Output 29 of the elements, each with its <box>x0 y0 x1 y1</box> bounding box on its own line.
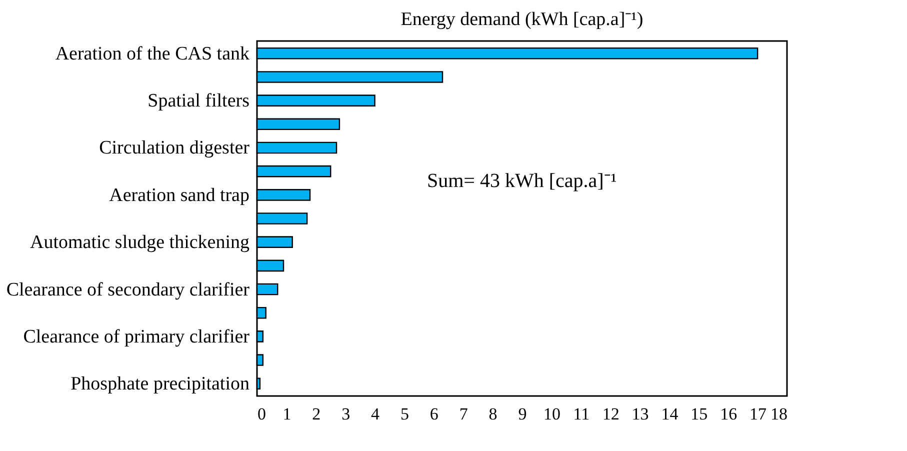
y-tick-label: Clearance of secondary clarifier <box>6 279 250 300</box>
x-tick-label: 5 <box>400 404 409 424</box>
x-tick-label: 7 <box>459 404 468 424</box>
x-axis-title: Energy demand (kWh [cap.a]⁻¹) <box>400 9 644 30</box>
x-tick-label: 3 <box>342 404 350 424</box>
x-tick-label: 14 <box>661 404 679 424</box>
x-tick-label: 11 <box>573 404 590 424</box>
x-tick-label: 9 <box>518 404 527 424</box>
x-tick-label: 0 <box>258 404 266 424</box>
x-tick-label: 12 <box>602 404 620 424</box>
y-tick-label: Aeration sand trap <box>109 184 250 206</box>
y-tick-label: Circulation digester <box>99 138 250 159</box>
y-tick-label: Spatial filters <box>148 90 250 112</box>
x-tick-label: 16 <box>720 404 738 424</box>
x-tick-label: 18 <box>770 404 788 424</box>
x-tick-label: 2 <box>312 404 321 424</box>
x-tick-label: 10 <box>543 404 560 424</box>
x-tick-label: 13 <box>632 404 649 424</box>
x-tick-label: 17 <box>750 404 768 424</box>
x-tick-label: 4 <box>371 404 380 424</box>
annotation: Sum= 43 kWh [cap.a]⁻¹ <box>427 170 617 192</box>
x-tick-label: 15 <box>690 404 708 424</box>
y-tick-label: Phosphate precipitation <box>70 374 250 395</box>
x-tick-label: 1 <box>282 404 292 424</box>
y-tick-label: Automatic sludge thickening <box>30 232 250 254</box>
y-tick-label: Aeration of the CAS tank <box>55 43 250 64</box>
y-tick-label: Clearance of primary clarifier <box>23 326 250 348</box>
x-tick-label: 6 <box>430 404 438 424</box>
x-tick-label: 8 <box>488 404 498 424</box>
